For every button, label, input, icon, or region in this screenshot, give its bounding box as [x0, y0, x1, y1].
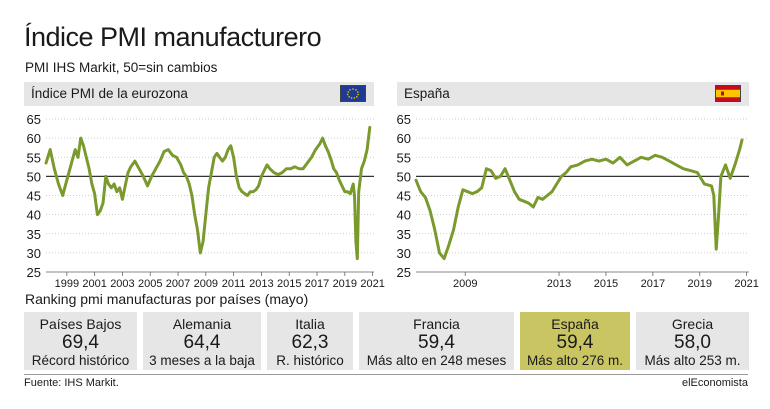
spain-pmi-chart: 25 30 35 40 45 50 55 60 65 2009 2013 2015 2017 2019 20…	[397, 112, 759, 290]
eurozone-y-tick-label: 60	[27, 131, 41, 146]
spain-y-tick-label: 30	[397, 246, 411, 261]
eurozone-x-tick-label: 2007	[166, 278, 190, 290]
ranking-note: 3 meses a la baja	[149, 353, 255, 368]
eurozone-panel-title: Índice PMI de la eurozona	[31, 86, 188, 101]
page-title: Índice PMI manufacturero	[24, 22, 322, 52]
ranking-value: 62,3	[291, 332, 329, 353]
ranking-country: España	[551, 316, 599, 332]
spain-y-tick-label: 55	[397, 150, 411, 165]
ranking-country: Países Bajos	[39, 316, 122, 332]
eurozone-x-tick-label: 1999	[55, 278, 79, 290]
ranking-box: Países Bajos 69,4 Récord histórico	[24, 312, 137, 370]
spain-y-tick-label: 25	[397, 265, 411, 280]
ranking-note: Más alto 253 m.	[644, 353, 741, 368]
spain-flag-icon	[715, 85, 741, 102]
ranking-box: Francia 59,4 Más alto en 248 meses	[359, 312, 514, 370]
spain-x-tick-label: 2013	[547, 278, 571, 290]
spain-x-tick-label: 2009	[453, 278, 477, 290]
ranking-country: Grecia	[671, 316, 714, 332]
ranking-box: Italia 62,3 R. histórico	[267, 312, 353, 370]
spain-x-tick-label: 2019	[688, 278, 712, 290]
spain-y-tick-label: 50	[397, 169, 411, 184]
ranking-note: Más alto en 248 meses	[366, 353, 507, 368]
eurozone-y-tick-label: 45	[27, 189, 41, 204]
spain-panel-title: España	[404, 86, 450, 101]
spain-x-tick-label: 2017	[641, 278, 665, 290]
ranking-country: Alemania	[172, 316, 232, 332]
spain-y-tick-label: 65	[397, 112, 411, 127]
eurozone-x-tick-label: 2019	[333, 278, 357, 290]
eurozone-y-tick-label: 65	[27, 112, 41, 127]
ranking-value: 58,0	[674, 332, 711, 353]
spain-panel-header: España	[397, 82, 749, 106]
ranking-country: Francia	[413, 316, 460, 332]
ranking-note: R. histórico	[276, 353, 344, 368]
ranking-box: España 59,4 Más alto 276 m.	[520, 312, 630, 370]
eurozone-y-tick-label: 55	[27, 150, 41, 165]
brand-logo: elEconomista	[681, 377, 748, 389]
eurozone-y-tick-label: 35	[27, 227, 41, 242]
eurozone-y-tick-label: 30	[27, 246, 41, 261]
eurozone-y-tick-label: 25	[27, 265, 41, 280]
eurozone-x-tick-label: 2021	[360, 278, 384, 290]
eurozone-panel-header: Índice PMI de la eurozona	[24, 82, 374, 106]
eurozone-x-tick-label: 2011	[222, 278, 246, 290]
eurozone-x-tick-label: 2003	[110, 278, 134, 290]
ranking-title: Ranking pmi manufacturas por países (may…	[25, 291, 309, 307]
ranking-box: Alemania 64,4 3 meses a la baja	[143, 312, 261, 370]
spain-y-tick-label: 35	[397, 227, 411, 242]
eurozone-pmi-chart: 25 30 35 40 45 50 55 60 65 1999 2001 2003 2005 2007 20…	[27, 112, 385, 290]
spain-x-tick-label: 2015	[594, 278, 618, 290]
page-subtitle: PMI IHS Markit, 50=sin cambios	[25, 60, 218, 75]
eurozone-y-tick-label: 40	[27, 208, 41, 223]
eurozone-x-tick-label: 2001	[82, 278, 106, 290]
eu-flag-icon	[340, 85, 366, 102]
eurozone-x-tick-label: 2015	[277, 278, 301, 290]
eurozone-y-tick-label: 50	[27, 169, 41, 184]
spain-x-tick-label: 2021	[734, 278, 758, 290]
ranking-value: 59,4	[556, 332, 594, 353]
footer-rule	[24, 374, 748, 375]
spain-y-tick-label: 60	[397, 131, 411, 146]
source-note: Fuente: IHS Markit.	[24, 377, 119, 389]
eurozone-x-tick-label: 2009	[194, 278, 218, 290]
eurozone-pmi-line	[44, 125, 372, 261]
ranking-value: 69,4	[62, 332, 99, 353]
ranking-note: Más alto 276 m.	[526, 353, 624, 368]
eurozone-x-tick-label: 2005	[138, 278, 162, 290]
spain-pmi-line	[414, 138, 744, 261]
ranking-note: Récord histórico	[31, 353, 130, 368]
spain-y-tick-label: 40	[397, 208, 411, 223]
eurozone-x-tick-label: 2013	[249, 278, 273, 290]
ranking-value: 59,4	[418, 332, 455, 353]
ranking-country: Italia	[295, 316, 325, 332]
ranking-value: 64,4	[183, 332, 221, 353]
eurozone-x-tick-label: 2017	[305, 278, 329, 290]
ranking-box: Grecia 58,0 Más alto 253 m.	[636, 312, 749, 370]
spain-y-tick-label: 45	[397, 189, 411, 204]
